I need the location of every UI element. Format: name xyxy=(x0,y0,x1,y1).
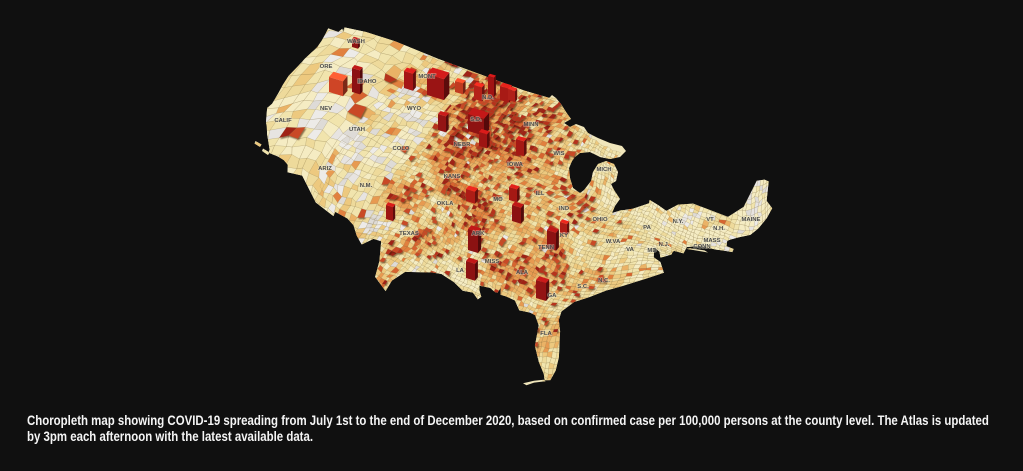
svg-text:ARK: ARK xyxy=(472,231,486,237)
svg-text:ORE: ORE xyxy=(320,64,333,70)
svg-text:MO: MO xyxy=(493,197,503,203)
svg-text:N.C.: N.C. xyxy=(598,278,610,284)
svg-text:MAINE: MAINE xyxy=(742,217,761,223)
svg-text:WASH: WASH xyxy=(347,39,365,45)
svg-text:OHIO: OHIO xyxy=(592,217,607,223)
svg-text:W.VA: W.VA xyxy=(606,239,621,245)
svg-text:MICH: MICH xyxy=(596,167,611,173)
svg-text:NEBR: NEBR xyxy=(454,142,471,148)
svg-text:CONN: CONN xyxy=(693,244,710,250)
svg-text:S.D.: S.D. xyxy=(470,117,482,123)
svg-text:N.Y.: N.Y. xyxy=(673,219,684,225)
svg-text:CALIF: CALIF xyxy=(274,118,292,124)
svg-text:MD: MD xyxy=(647,248,656,254)
svg-text:ALA: ALA xyxy=(516,270,529,276)
svg-text:ILL: ILL xyxy=(536,191,545,197)
svg-text:IOWA: IOWA xyxy=(507,162,523,168)
svg-text:LA: LA xyxy=(456,268,465,274)
svg-text:VA: VA xyxy=(626,247,634,253)
svg-text:ARIZ: ARIZ xyxy=(318,166,332,172)
svg-text:N.J.: N.J. xyxy=(659,242,670,248)
svg-text:MONT: MONT xyxy=(418,74,436,80)
svg-text:COLO: COLO xyxy=(392,146,409,152)
svg-text:PA: PA xyxy=(643,225,651,231)
svg-text:IND: IND xyxy=(559,206,569,212)
svg-text:WYO: WYO xyxy=(407,106,421,112)
svg-text:WIS: WIS xyxy=(553,151,564,157)
svg-text:KY: KY xyxy=(560,233,568,239)
svg-text:UTAH: UTAH xyxy=(349,127,365,133)
svg-text:N.H.: N.H. xyxy=(713,226,725,232)
svg-text:KANS: KANS xyxy=(444,174,461,180)
svg-text:MASS: MASS xyxy=(703,238,720,244)
svg-text:TENN: TENN xyxy=(538,245,554,251)
svg-text:IDAHO: IDAHO xyxy=(358,79,377,85)
svg-text:VT: VT xyxy=(706,217,714,223)
svg-text:N.M.: N.M. xyxy=(360,183,373,189)
svg-text:OKLA: OKLA xyxy=(437,201,454,207)
svg-text:MISS: MISS xyxy=(485,259,499,265)
svg-text:MINN: MINN xyxy=(523,122,538,128)
svg-text:GA: GA xyxy=(548,293,558,299)
svg-text:S.C.: S.C. xyxy=(577,284,589,290)
svg-text:TEXAS: TEXAS xyxy=(399,231,419,237)
svg-text:NEV: NEV xyxy=(320,106,332,112)
svg-text:FLA: FLA xyxy=(540,331,552,337)
svg-text:N.D.: N.D. xyxy=(482,95,494,101)
